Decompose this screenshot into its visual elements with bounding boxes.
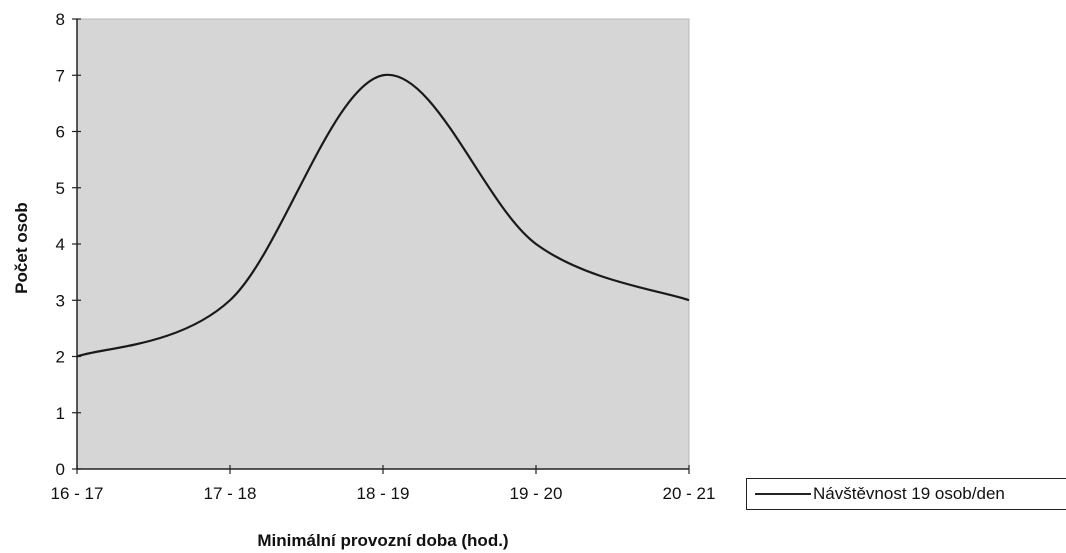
y-tick-label: 4 [56,235,65,254]
x-tick-label: 16 - 17 [51,484,104,503]
y-tick-label: 7 [56,66,65,85]
x-axis: 16 - 17 17 - 18 18 - 19 19 - 20 20 - 21 [51,465,716,503]
plot-area [76,18,690,470]
x-axis-title: Minimální provozní doba (hod.) [257,531,508,550]
legend-label: Návštěvnost 19 osob/den [813,484,1005,503]
y-axis: 0 1 2 3 4 5 6 7 8 [56,10,81,479]
y-tick-label: 2 [56,348,65,367]
x-tick-label: 20 - 21 [663,484,716,503]
y-tick-label: 8 [56,10,65,29]
legend: Návštěvnost 19 osob/den [746,478,1066,510]
y-tick-label: 5 [56,179,65,198]
series-line [76,74,690,358]
x-tick-label: 19 - 20 [510,484,563,503]
x-tick-label: 18 - 19 [357,484,410,503]
y-tick-label: 3 [56,291,65,310]
y-axis-title: Počet osob [12,202,31,294]
y-tick-label: 6 [56,123,65,142]
x-tick-label: 17 - 18 [204,484,257,503]
y-tick-label: 0 [56,460,65,479]
legend-line-swatch [755,493,811,495]
series-layer [76,74,690,358]
y-tick-label: 1 [56,404,65,423]
